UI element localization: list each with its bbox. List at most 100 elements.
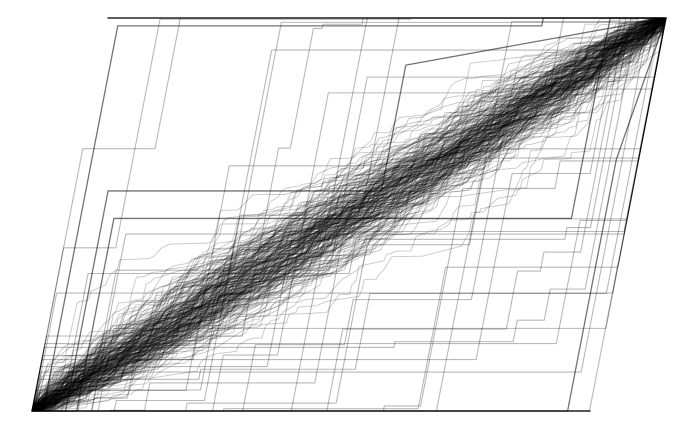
series-line: [31, 17, 667, 412]
series-line: [31, 17, 667, 412]
series-line: [31, 17, 667, 412]
series-line: [31, 17, 667, 412]
series-line: [31, 17, 667, 412]
series-line: [31, 17, 667, 412]
series-line: [31, 17, 667, 412]
series-line: [31, 17, 667, 412]
series-line: [31, 17, 667, 412]
series-line: [31, 17, 667, 412]
series-line: [31, 17, 667, 412]
series-line: [31, 17, 667, 412]
series-line: [31, 17, 667, 412]
series-line: [31, 17, 667, 412]
series-line: [31, 17, 667, 412]
series-line: [31, 17, 667, 412]
series-line: [31, 17, 667, 412]
series-line: [31, 17, 667, 412]
series-line: [31, 17, 667, 412]
series-line: [31, 17, 667, 412]
series-line: [31, 17, 667, 412]
series-line: [31, 17, 667, 412]
series-line: [31, 17, 667, 412]
series-line: [31, 17, 667, 412]
series-line: [31, 17, 667, 412]
series-line: [31, 17, 667, 412]
series-line: [31, 17, 667, 412]
series-line: [31, 17, 667, 412]
series-line: [31, 17, 667, 412]
series-line: [31, 17, 667, 412]
series-line: [31, 17, 667, 412]
series-line: [31, 17, 667, 412]
series-line: [31, 17, 667, 412]
series-line: [31, 17, 667, 412]
series-line: [31, 17, 667, 412]
series-line: [31, 17, 667, 412]
series-line: [31, 17, 667, 412]
series-line: [31, 17, 667, 412]
series-line: [31, 17, 667, 412]
series-line: [31, 17, 667, 412]
series-line: [31, 17, 667, 412]
series-line: [31, 17, 667, 412]
series-line: [31, 17, 667, 412]
series-line: [31, 17, 667, 412]
series-line: [31, 17, 667, 412]
series-line: [31, 17, 667, 412]
series-line: [31, 17, 667, 412]
series-line: [31, 17, 667, 412]
series-line: [31, 17, 667, 412]
series-line: [31, 17, 667, 412]
series-line: [31, 17, 667, 412]
series-line: [31, 17, 667, 412]
series-line: [31, 17, 667, 412]
series-line: [31, 17, 667, 412]
series-line: [31, 17, 667, 412]
series-line: [31, 17, 667, 412]
series-line: [31, 17, 667, 412]
series-line: [31, 17, 667, 412]
series-line: [31, 17, 667, 412]
series-line: [31, 17, 667, 412]
series-line: [31, 17, 667, 412]
series-line: [31, 17, 667, 412]
series-line: [31, 17, 667, 412]
series-line: [31, 17, 667, 412]
series-line: [31, 17, 667, 412]
series-line: [31, 17, 667, 412]
series-line: [31, 17, 667, 412]
series-line: [31, 17, 667, 412]
series-line: [31, 17, 667, 412]
series-line: [31, 17, 667, 412]
series-line: [31, 17, 667, 412]
series-line: [31, 17, 667, 412]
series-line: [31, 17, 667, 412]
series-line: [31, 17, 667, 412]
series-line: [31, 17, 667, 412]
series-line: [31, 17, 667, 412]
series-line: [31, 17, 667, 412]
series-line: [31, 17, 667, 412]
series-line: [31, 17, 667, 412]
series-line: [31, 17, 667, 412]
series-line: [31, 17, 667, 412]
series-line: [31, 17, 667, 412]
series-line: [31, 17, 667, 412]
series-line: [31, 17, 667, 412]
series-line: [31, 17, 667, 412]
series-line: [31, 17, 667, 412]
series-line: [31, 17, 667, 412]
series-line: [31, 17, 667, 412]
series-line: [31, 17, 667, 412]
series-line: [31, 17, 667, 412]
series-line: [31, 17, 667, 412]
series-line: [31, 17, 667, 412]
series-line: [31, 17, 667, 412]
series-line: [31, 17, 667, 412]
series-line: [31, 17, 667, 412]
series-line: [31, 17, 667, 412]
series-line: [31, 17, 667, 412]
series-line: [31, 17, 667, 412]
series-line: [31, 17, 667, 412]
series-line: [31, 17, 667, 412]
